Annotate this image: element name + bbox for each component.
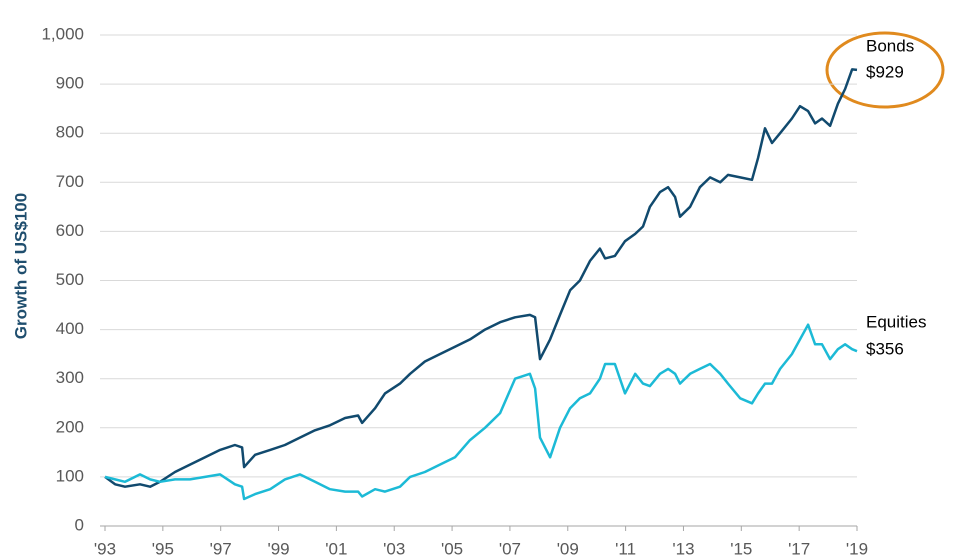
y-tick-label: 700 bbox=[56, 172, 84, 191]
annotation: $356 bbox=[866, 339, 904, 358]
y-tick-label: 300 bbox=[56, 368, 84, 387]
x-tick-label: '07 bbox=[499, 539, 521, 558]
y-tick-label: 100 bbox=[56, 466, 84, 485]
x-tick-label: '09 bbox=[557, 539, 579, 558]
y-tick-label: 600 bbox=[56, 221, 84, 240]
x-tick-label: '15 bbox=[730, 539, 752, 558]
x-tick-label: '97 bbox=[210, 539, 232, 558]
y-tick-label: 400 bbox=[56, 319, 84, 338]
x-tick-label: '93 bbox=[94, 539, 116, 558]
x-tick-label: '95 bbox=[152, 539, 174, 558]
x-tick-label: '01 bbox=[325, 539, 347, 558]
x-tick-label: '17 bbox=[788, 539, 810, 558]
y-tick-label: 1,000 bbox=[41, 24, 84, 43]
y-axis-label: Growth of US$100 bbox=[11, 193, 30, 339]
highlight-circle bbox=[825, 31, 945, 109]
annotation: Equities bbox=[866, 312, 926, 331]
y-tick-label: 200 bbox=[56, 417, 84, 436]
x-tick-label: '11 bbox=[615, 539, 636, 558]
x-tick-label: '13 bbox=[672, 539, 694, 558]
x-tick-label: '03 bbox=[383, 539, 405, 558]
annotation: $929 bbox=[866, 62, 904, 81]
y-tick-label: 900 bbox=[56, 74, 84, 93]
line-series bbox=[104, 323, 858, 501]
x-tick-label: '19 bbox=[846, 539, 868, 558]
y-tick-label: 0 bbox=[75, 515, 84, 534]
x-tick-label: '05 bbox=[441, 539, 463, 558]
y-tick-label: 800 bbox=[56, 123, 84, 142]
y-tick-label: 500 bbox=[56, 270, 84, 289]
annotation: Bonds bbox=[866, 36, 914, 55]
line-series bbox=[104, 68, 858, 488]
x-tick-label: '99 bbox=[267, 539, 289, 558]
